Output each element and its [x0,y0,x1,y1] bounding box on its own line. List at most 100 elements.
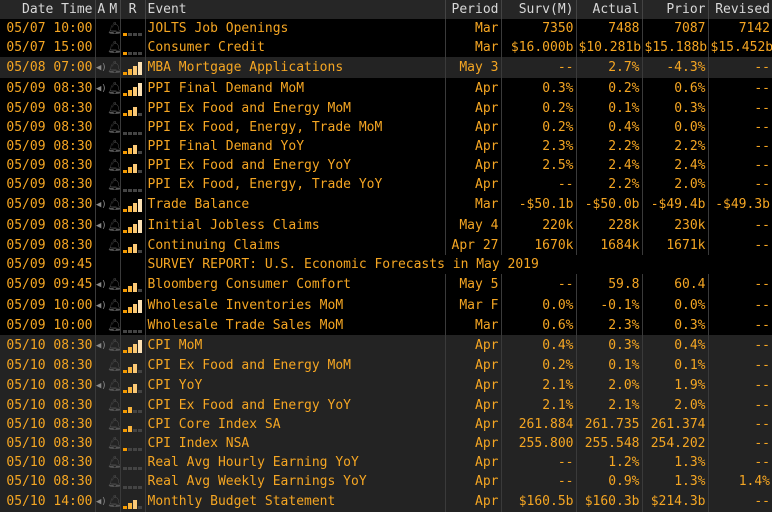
col-period[interactable]: Period [445,0,502,19]
bell-icon[interactable]: 🔔︎ [107,358,120,372]
bell-icon[interactable]: 🔔︎ [107,81,120,95]
bell-icon[interactable]: 🔔︎ [107,120,120,134]
bell-icon[interactable]: 🔔︎ [107,277,120,291]
event-name[interactable]: CPI Ex Food and Energy YoY [145,396,446,415]
bell-icon[interactable]: 🔔︎ [107,494,120,508]
event-name[interactable]: Monthly Budget Statement [145,491,446,512]
bell-icon[interactable]: 🔔︎ [107,398,120,412]
event-name[interactable]: JOLTS Job Openings [145,19,446,38]
bell-icon[interactable]: 🔔︎ [107,238,120,252]
bell-icon[interactable]: 🔔︎ [107,101,120,115]
event-name[interactable]: CPI Ex Food and Energy MoM [145,356,446,375]
table-row[interactable]: 05/07 15:00 🔔︎ Consumer Credit Mar $16.000b $… [0,38,772,57]
bell-icon[interactable]: 🔔︎ [107,417,120,431]
col-event[interactable]: Event [145,0,446,19]
event-name[interactable]: Wholesale Inventories MoM [145,295,446,316]
event-name[interactable]: Continuing Claims [145,236,446,255]
col-m[interactable]: M [107,0,121,19]
table-row[interactable]: 05/09 09:45 ◀) 🔔︎ Bloomberg Consumer Comfor… [0,274,772,295]
event-name[interactable]: Real Avg Hourly Earning YoY [145,453,446,472]
bell-icon[interactable]: 🔔︎ [107,318,120,332]
table-row[interactable]: 05/10 08:30 🔔︎ CPI Core Index SA Apr 261.884… [0,415,772,434]
table-row[interactable]: 05/10 08:30 🔔︎ Real Avg Hourly Earning YoY… [0,453,772,472]
event-name[interactable]: Initial Jobless Claims [145,215,446,236]
event-name[interactable]: PPI Ex Food and Energy YoY [145,156,446,175]
table-row[interactable]: 05/09 09:45 SURVEY REPORT: U.S. Economic … [0,255,772,274]
speaker-icon[interactable]: ◀) [95,200,107,210]
table-row[interactable]: 05/07 10:00 🔔︎ JOLTS Job Openings Mar 7350 74… [0,19,772,38]
bell-icon[interactable]: 🔔︎ [107,455,120,469]
event-name[interactable]: CPI MoM [145,335,446,356]
table-row[interactable]: 05/09 08:30 ◀) 🔔︎ Trade Balance Mar -$50.1b -$… [0,194,772,215]
bell-icon[interactable]: 🔔︎ [107,21,120,35]
event-name[interactable]: PPI Final Demand YoY [145,137,446,156]
event-name[interactable]: Trade Balance [145,194,446,215]
bell-icon[interactable]: 🔔︎ [107,158,120,172]
bell-icon[interactable]: 🔔︎ [107,60,120,74]
relevance-bars-icon [123,319,142,333]
event-name[interactable]: Bloomberg Consumer Comfort [145,274,446,295]
actual-value: 2.7% [576,57,643,78]
speaker-icon[interactable]: ◀) [95,381,107,391]
event-name[interactable]: CPI YoY [145,375,446,396]
speaker-icon[interactable]: ◀) [95,497,107,507]
relevance-bars-icon [123,418,142,432]
speaker-icon[interactable]: ◀) [95,63,107,73]
event-name[interactable]: Consumer Credit [145,38,446,57]
event-name[interactable]: PPI Ex Food, Energy, Trade MoM [145,118,446,137]
event-name[interactable]: CPI Core Index SA [145,415,446,434]
col-surv[interactable]: Surv(M) [501,0,577,19]
event-name[interactable]: SURVEY REPORT: U.S. Economic Forecasts i… [147,257,539,272]
col-date-time[interactable]: Date Time [0,0,96,19]
bell-icon[interactable]: 🔔︎ [107,474,120,488]
table-row[interactable]: 05/09 08:30 ◀) 🔔︎ Initial Jobless Claims May… [0,215,772,236]
table-row[interactable]: 05/09 08:30 🔔︎ PPI Final Demand YoY Apr 2.3%… [0,137,772,156]
col-a[interactable]: A [95,0,107,19]
table-row[interactable]: 05/10 08:30 🔔︎ CPI Index NSA Apr 255.800 255.… [0,434,772,453]
event-name[interactable]: PPI Final Demand MoM [145,78,446,99]
table-row[interactable]: 05/08 07:00 ◀) 🔔︎ MBA Mortgage Applications… [0,57,772,78]
event-name[interactable]: Wholesale Trade Sales MoM [145,316,446,335]
event-name[interactable]: Real Avg Weekly Earnings YoY [145,472,446,491]
table-row[interactable]: 05/10 08:30 🔔︎ CPI Ex Food and Energy MoM A… [0,356,772,375]
event-name[interactable]: PPI Ex Food, Energy, Trade YoY [145,175,446,194]
table-row[interactable]: 05/10 08:30 ◀) 🔔︎ CPI MoM Apr 0.4% 0.3% 0.4% -- [0,335,772,356]
table-row[interactable]: 05/09 08:30 ◀) 🔔︎ PPI Final Demand MoM Apr 0.… [0,78,772,99]
speaker-icon[interactable]: ◀) [95,280,107,290]
bell-icon[interactable]: 🔔︎ [107,40,120,54]
relevance [120,396,146,415]
event-name[interactable]: MBA Mortgage Applications [145,57,446,78]
col-revised[interactable]: Revised [708,0,772,19]
table-row[interactable]: 05/10 14:00 ◀) 🔔︎ Monthly Budget Statement A… [0,491,772,512]
event-name[interactable]: PPI Ex Food and Energy MoM [145,99,446,118]
table-row[interactable]: 05/09 08:30 🔔︎ PPI Ex Food, Energy, Trade … [0,118,772,137]
table-row[interactable]: 05/10 08:30 🔔︎ CPI Ex Food and Energy YoY A… [0,396,772,415]
table-row[interactable]: 05/09 08:30 🔔︎ PPI Ex Food and Energy YoY A… [0,156,772,175]
speaker-icon[interactable]: ◀) [95,84,107,94]
col-prior[interactable]: Prior [642,0,709,19]
bell-icon[interactable]: 🔔︎ [107,338,120,352]
col-r[interactable]: R [120,0,146,19]
speaker-icon[interactable]: ◀) [95,341,107,351]
bell-icon[interactable]: 🔔︎ [107,436,120,450]
table-row[interactable]: 05/09 10:00 ◀) 🔔︎ Wholesale Inventories MoM… [0,295,772,316]
bell-icon[interactable]: 🔔︎ [107,177,120,191]
actual-value: 2.4% [576,156,643,175]
actual-value: $10.281b [576,38,643,57]
event-name[interactable]: CPI Index NSA [145,434,446,453]
bell-icon[interactable]: 🔔︎ [107,298,120,312]
speaker-icon[interactable]: ◀) [95,221,107,231]
table-row[interactable]: 05/09 08:30 🔔︎ PPI Ex Food and Energy MoM A… [0,99,772,118]
relevance-bars-icon [123,239,142,253]
table-row[interactable]: 05/09 08:30 🔔︎ PPI Ex Food, Energy, Trade … [0,175,772,194]
bell-icon[interactable]: 🔔︎ [107,218,120,232]
bell-icon[interactable]: 🔔︎ [107,139,120,153]
col-actual[interactable]: Actual [576,0,643,19]
speaker-icon[interactable]: ◀) [95,301,107,311]
table-row[interactable]: 05/09 10:00 🔔︎ Wholesale Trade Sales MoM Ma… [0,316,772,335]
table-row[interactable]: 05/09 08:30 🔔︎ Continuing Claims Apr 27 1670… [0,236,772,255]
table-row[interactable]: 05/10 08:30 🔔︎ Real Avg Weekly Earnings Yo… [0,472,772,491]
bell-icon[interactable]: 🔔︎ [107,197,120,211]
table-row[interactable]: 05/10 08:30 ◀) 🔔︎ CPI YoY Apr 2.1% 2.0% 1.9% -- [0,375,772,396]
bell-icon[interactable]: 🔔︎ [107,378,120,392]
